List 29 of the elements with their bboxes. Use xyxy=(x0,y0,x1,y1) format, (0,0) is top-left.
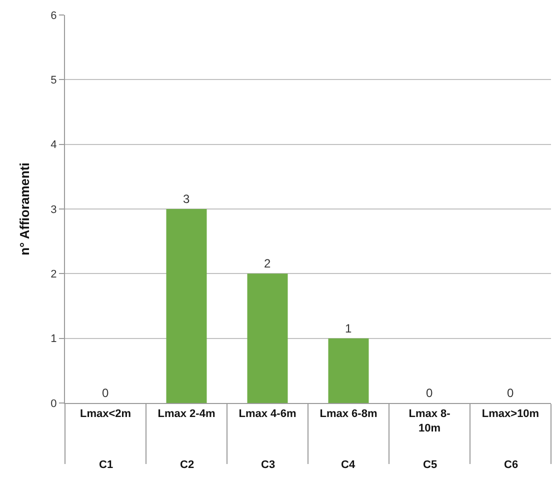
bar xyxy=(328,338,369,403)
text: C2 xyxy=(180,459,194,471)
x-tick-label: Lmax>10m xyxy=(482,408,540,420)
data-label: 0 xyxy=(507,386,514,400)
x-tick-label: Lmax<2m xyxy=(80,408,132,420)
text: C6 xyxy=(504,459,518,471)
x-tick-label: Lmax 8- 10m xyxy=(408,408,451,434)
y-tick-label: 3 xyxy=(50,204,57,216)
text: C3 xyxy=(261,459,276,471)
data-label: 2 xyxy=(264,256,271,271)
bar xyxy=(247,274,288,403)
data-label: 0 xyxy=(426,386,433,400)
data-label: 0 xyxy=(102,386,109,400)
y-tick-label: 6 xyxy=(50,10,57,22)
x-tick-label: Lmax 4-6m xyxy=(238,408,296,420)
y-tick-label: 5 xyxy=(50,74,57,87)
y-tick-label: 0 xyxy=(50,398,57,410)
x-tick-label: Lmax 6-8m xyxy=(320,408,378,420)
x-tick-label: Lmax 2-4m xyxy=(158,408,216,420)
text: C1 xyxy=(99,459,114,471)
y-axis-title: n° Affioramenti xyxy=(17,162,32,256)
y-tick-label: 2 xyxy=(50,268,57,281)
bar xyxy=(166,209,207,403)
data-label: 3 xyxy=(183,192,190,206)
text: C5 xyxy=(423,459,438,471)
text: C4 xyxy=(341,459,356,471)
data-label: 1 xyxy=(345,321,352,336)
y-tick-label: 1 xyxy=(50,333,57,346)
y-tick-label: 4 xyxy=(50,139,57,152)
